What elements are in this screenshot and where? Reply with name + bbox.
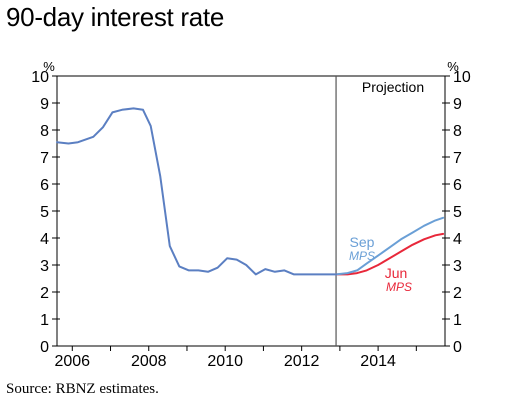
chart-axes: 0 0 1 1 2 2 3 3 4 4 5 5 6 6 7 7 8 8 9 9 10 10% % 2006 2008 2010 20… (31, 59, 471, 370)
plot-frame (56, 75, 446, 347)
chart-series (56, 107, 445, 276)
y-tick-label-left: 2 (40, 285, 49, 302)
y-unit-label-left: % (43, 59, 55, 74)
sep-series-label: Sep (350, 234, 375, 250)
series-line-sep-mps (335, 216, 445, 276)
x-tick-label: 2014 (360, 353, 396, 370)
jun-mps-label: MPS (386, 280, 412, 294)
x-tick-label: 2006 (54, 353, 90, 370)
y-tick-label-left: 4 (40, 231, 49, 248)
projection-label: Projection (362, 79, 424, 95)
y-tick-label-right: 5 (453, 204, 462, 221)
x-tick-label: 2010 (207, 353, 243, 370)
series-line-historical (56, 107, 338, 276)
x-tick-label: 2012 (284, 353, 320, 370)
y-tick-label-left: 8 (40, 123, 49, 140)
y-tick-label-left: 5 (40, 204, 49, 221)
y-tick-label-right: 4 (453, 231, 462, 248)
y-tick-label-right: 3 (453, 258, 462, 275)
y-tick-label-right: 6 (453, 177, 462, 194)
y-tick-label-left: 10 (31, 69, 49, 86)
y-tick-label-left: 9 (40, 96, 49, 113)
y-tick-label-left: 3 (40, 258, 49, 275)
y-tick-label-left: 0 (40, 339, 49, 356)
y-unit-label-right: % (447, 59, 459, 74)
source-note: Source: RBNZ estimates. (6, 381, 159, 397)
jun-series-label: Jun (385, 265, 408, 281)
y-tick-label-right: 9 (453, 96, 462, 113)
y-tick-label-right: 1 (453, 312, 462, 329)
y-tick-label-right: 7 (453, 150, 462, 167)
chart-title: 90-day interest rate (6, 2, 225, 32)
sep-mps-label: MPS (349, 249, 375, 263)
y-tick-label-left: 6 (40, 177, 49, 194)
y-tick-label-right: 8 (453, 123, 462, 140)
x-tick-label: 2008 (131, 353, 167, 370)
y-tick-label-right: 10 (453, 69, 471, 86)
y-tick-label-left: 7 (40, 150, 49, 167)
y-tick-label-right: 2 (453, 285, 462, 302)
series-line-jun-mps (335, 232, 445, 276)
y-tick-label-right: 0 (453, 339, 462, 356)
y-tick-label-left: 1 (40, 312, 49, 329)
